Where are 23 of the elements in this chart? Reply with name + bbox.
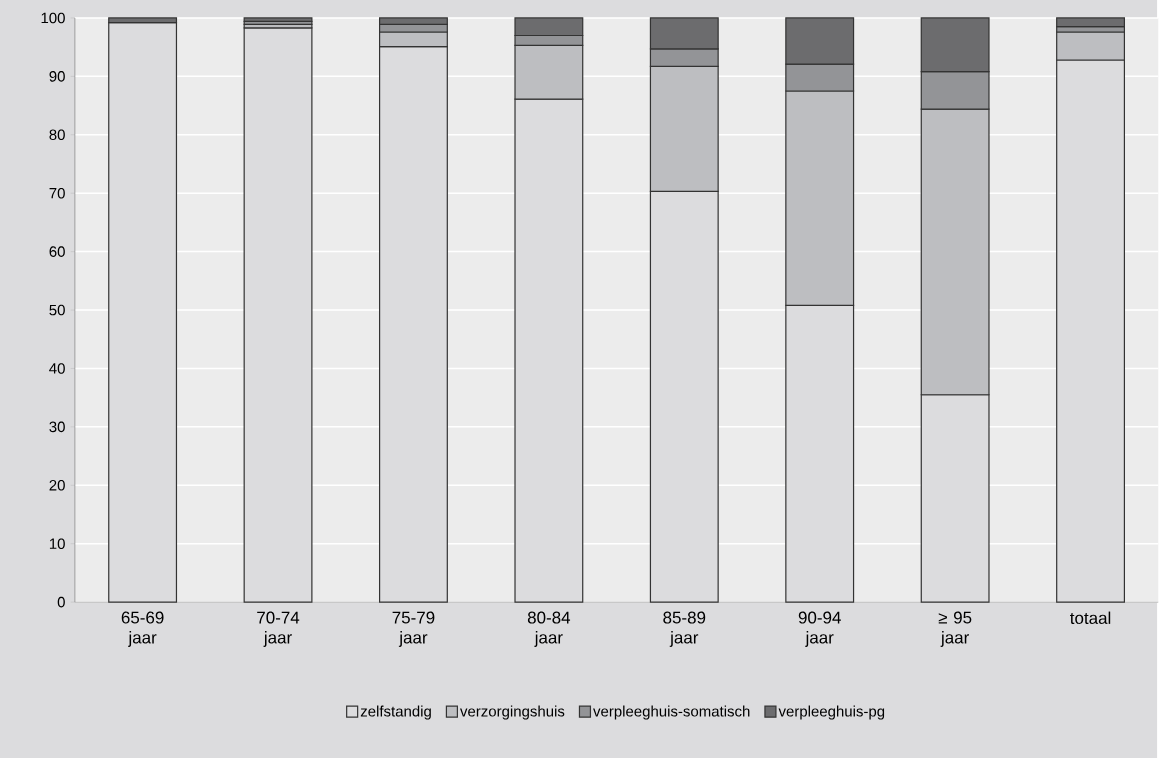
y-tick-label: 90 xyxy=(49,71,65,82)
y-tick-label: 80 xyxy=(49,129,65,141)
x-tick-label: 75-79 jaar xyxy=(392,611,435,647)
x-tick-label: totaal xyxy=(1070,611,1111,625)
y-tick-label: 40 xyxy=(49,363,65,374)
legend-label: verpleeghuis-somatisch xyxy=(593,705,750,720)
x-tick-label: ≥ 95 jaar xyxy=(938,611,972,647)
y-tick-label: 100 xyxy=(41,12,65,24)
x-tick-label: 65-69 jaar xyxy=(121,611,164,647)
y-tick-label: 20 xyxy=(49,480,65,491)
legend-label: zelfstandig xyxy=(360,705,431,720)
x-tick-label: 90-94 jaar xyxy=(798,611,841,647)
x-tick-label: 80-84 jaar xyxy=(527,611,571,647)
y-tick-label: 70 xyxy=(49,187,65,199)
y-tick-label: 10 xyxy=(49,538,65,550)
legend-label: verzorgingshuis xyxy=(460,705,565,720)
legend-label: verpleeghuis-pg xyxy=(778,705,885,720)
y-tick-label: 0 xyxy=(57,596,65,608)
x-tick-label: 85-89 jaar xyxy=(663,611,706,647)
x-tick-label: 70-74 jaar xyxy=(257,611,300,647)
y-tick-label: 50 xyxy=(49,304,65,316)
y-tick-label: 30 xyxy=(49,421,65,433)
y-tick-label: 60 xyxy=(49,246,65,257)
